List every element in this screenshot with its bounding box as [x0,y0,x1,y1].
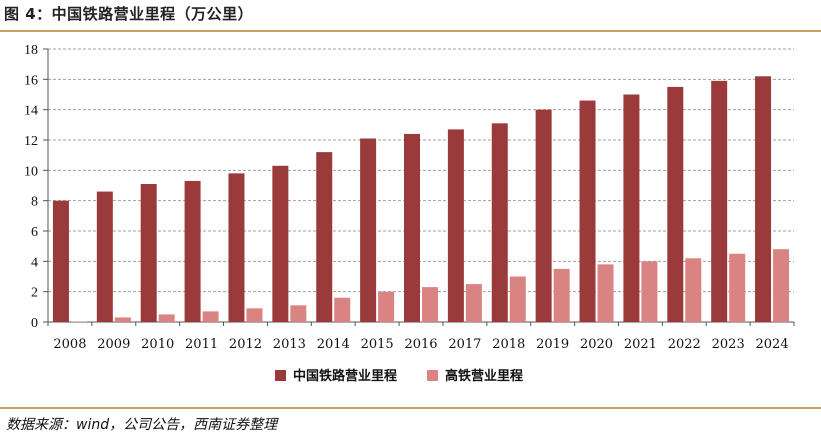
y-tick-label: 12 [24,134,38,149]
y-tick-label: 6 [31,225,38,240]
legend-label: 高铁营业里程 [445,368,523,384]
bar-highspeed-2013 [290,305,307,322]
bar-highspeed-2009 [114,317,131,322]
bar-highspeed-2019 [553,268,570,322]
bar-highspeed-2012 [246,308,263,322]
legend-label: 中国铁路营业里程 [293,368,397,384]
x-tick-label: 2019 [536,337,569,352]
y-tick-labels: 0 2 4 6 8 10 12 14 16 18 [24,43,38,331]
y-tick-label: 16 [24,73,38,88]
bar-total-2024 [755,76,772,322]
x-tick-label: 2013 [273,337,306,352]
x-tick-label: 2009 [97,337,130,352]
bar-highspeed-2017 [465,284,482,322]
x-tick-label: 2018 [492,337,525,352]
y-tick-label: 14 [24,104,38,119]
bar-total-2016 [404,133,420,322]
bar-total-2011 [184,180,201,322]
bar-total-2022 [667,86,684,322]
x-tick-label: 2012 [229,337,262,352]
x-tick-label: 2022 [668,337,701,352]
bar-total-2018 [491,123,508,322]
x-tick-label: 2014 [317,337,350,352]
bar-chart: 0 2 4 6 8 10 12 14 16 18 2008 2009 2010 2011 2012 2013… [24,43,795,384]
legend: 中国铁路营业里程 高铁营业里程 [275,368,523,384]
bar-total-2021 [623,94,640,322]
bar-highspeed-2021 [641,261,658,322]
y-tick-label: 18 [24,43,38,58]
bar-highspeed-2008 [70,321,87,322]
x-tick-label: 2016 [404,337,437,352]
bar-highspeed-2010 [158,314,175,322]
bar-highspeed-2020 [597,264,614,322]
legend-swatch [275,370,286,381]
y-tick-label: 10 [24,164,38,179]
bottom-divider [0,407,821,409]
y-tick-label: 4 [31,255,38,270]
bar-highspeed-2014 [334,297,351,322]
bar-total-2013 [272,165,289,322]
bar-highspeed-2016 [422,287,438,322]
y-tick-label: 8 [31,195,38,210]
x-tick-labels: 2008 2009 2010 2011 2012 2013 2014 2015 2016 2017… [53,337,788,352]
bar-total-2017 [447,129,464,322]
bar-highspeed-2011 [202,311,219,322]
bar-total-2015 [360,138,377,322]
x-tick-label: 2023 [712,337,745,352]
bar-total-2008 [52,200,69,322]
bar-highspeed-2023 [729,253,746,322]
x-tick-label: 2015 [361,337,394,352]
chart-title: 图 4：中国铁路营业里程（万公里） [4,5,254,23]
x-tick-label: 2020 [580,337,613,352]
bar-total-2020 [579,100,596,322]
bar-total-2012 [228,173,245,322]
x-tick-label: 2017 [448,337,481,352]
bar-highspeed-2015 [378,291,395,322]
x-tick-label: 2024 [756,337,789,352]
bar-highspeed-2024 [773,249,790,322]
bar-total-2023 [711,80,728,322]
bar-total-2014 [316,152,333,322]
x-tick-label: 2008 [53,337,86,352]
bar-total-2010 [140,183,157,322]
y-tick-label: 0 [31,316,38,331]
bars [52,76,790,323]
x-tick-label: 2021 [624,337,657,352]
legend-swatch [427,370,438,381]
source-note: 数据来源：wind，公司公告，西南证券整理 [6,417,278,433]
bar-total-2009 [96,191,113,322]
bar-highspeed-2018 [509,276,526,322]
bar-highspeed-2022 [685,258,702,322]
top-divider [0,30,821,32]
bar-total-2019 [535,109,552,323]
x-tick-label: 2010 [141,337,174,352]
y-tick-label: 2 [31,286,38,301]
x-tick-label: 2011 [185,337,218,352]
